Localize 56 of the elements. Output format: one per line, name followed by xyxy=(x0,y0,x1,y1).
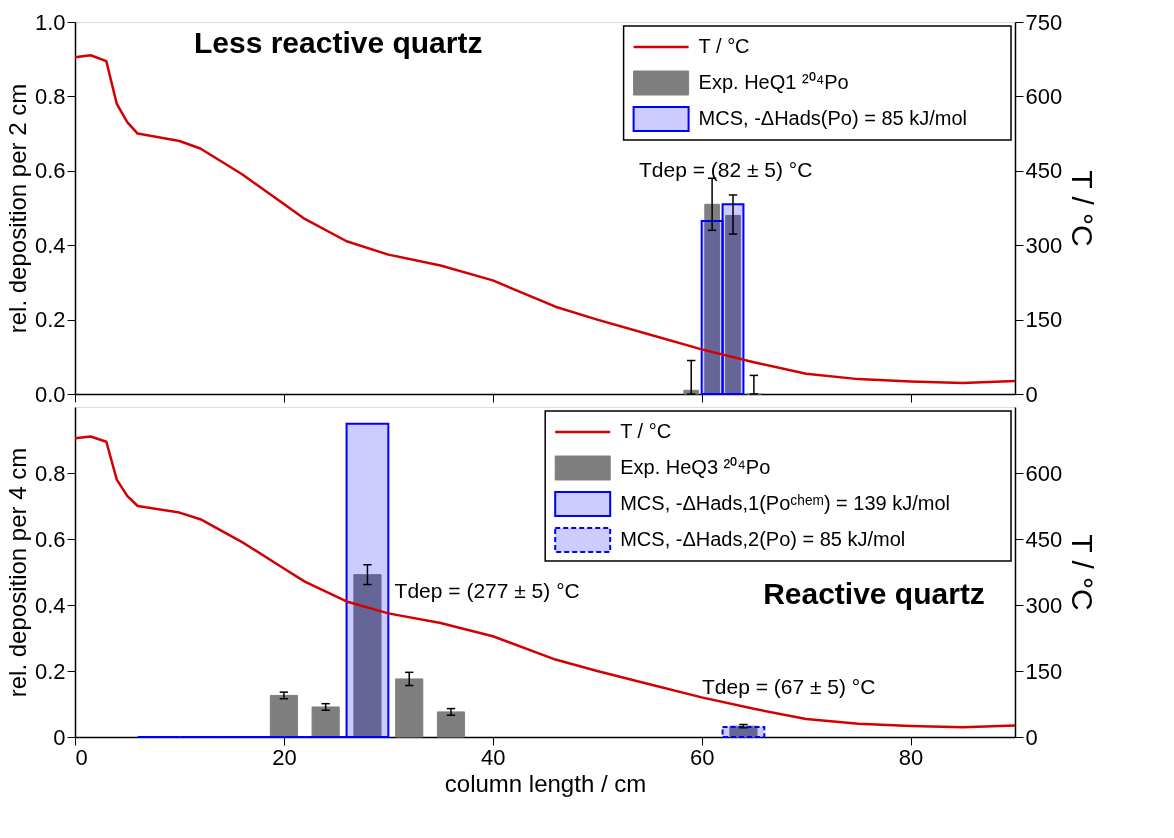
legend-label: Exp. HeQ1 ²⁰⁴Po xyxy=(698,71,849,93)
y-tick-label: 0.8 xyxy=(34,460,66,486)
bar xyxy=(721,726,766,738)
bar xyxy=(729,725,758,738)
x-tick-label: 60 xyxy=(689,744,715,770)
y2-tick-label: 600 xyxy=(1025,460,1063,486)
bar xyxy=(721,203,745,395)
x-axis-title: column length / cm xyxy=(444,769,647,797)
annotation: Less reactive quartz xyxy=(193,26,483,60)
y2-tick-label: 150 xyxy=(1025,307,1063,333)
bar xyxy=(311,706,340,738)
bar xyxy=(269,694,298,738)
bar xyxy=(345,422,390,738)
y-tick-label: 0.2 xyxy=(34,307,66,333)
x-tick-label: 20 xyxy=(272,744,297,770)
y2-tick-label: 600 xyxy=(1025,83,1063,109)
legend-label: MCS, -ΔHads,2(Po) = 85 kJ/mol xyxy=(620,528,906,550)
y-tick-label: 0.8 xyxy=(34,83,66,109)
y2-axis-title: T / °C xyxy=(1066,170,1100,247)
y-tick-label: 0.4 xyxy=(34,592,66,618)
y2-tick-label: 450 xyxy=(1025,158,1063,184)
bar xyxy=(395,678,424,738)
annotation: Tdep = (277 ± 5) °C xyxy=(394,578,580,602)
legend-label: T / °C xyxy=(698,35,750,57)
y-tick-label: 0.0 xyxy=(34,381,66,407)
y2-tick-label: 750 xyxy=(1025,9,1063,35)
y2-tick-label: 0 xyxy=(1025,381,1038,407)
y-tick-label: 1.0 xyxy=(34,9,66,35)
bar xyxy=(725,214,741,395)
bar xyxy=(353,574,382,738)
y2-tick-label: 300 xyxy=(1025,592,1063,618)
bar xyxy=(700,220,724,395)
y-tick-label: 0.6 xyxy=(34,158,66,184)
legend-label: MCS, -ΔHads,1(Poᶜʰᵉᵐ) = 139 kJ/mol xyxy=(620,492,951,514)
y2-axis-title: T / °C xyxy=(1066,534,1100,611)
x-tick-label: 40 xyxy=(481,744,506,770)
bar xyxy=(704,203,720,395)
y2-tick-label: 150 xyxy=(1025,658,1063,684)
legend-label: MCS, -ΔHads(Po) = 85 kJ/mol xyxy=(698,107,968,129)
y-tick-label: 0.4 xyxy=(34,232,66,258)
y-tick-label: 0.6 xyxy=(34,526,66,552)
annotation: Tdep = (67 ± 5) °C xyxy=(701,674,876,698)
legend-label: T / °C xyxy=(620,420,672,442)
y-axis-title: rel. deposition per 4 cm xyxy=(3,447,31,698)
annotation: Reactive quartz xyxy=(763,577,985,611)
legend-label: Exp. HeQ3 ²⁰⁴Po xyxy=(620,456,771,478)
y2-tick-label: 450 xyxy=(1025,526,1063,552)
y2-tick-label: 300 xyxy=(1025,232,1063,258)
annotation: Tdep = (82 ± 5) °C xyxy=(639,157,813,181)
bar xyxy=(436,711,466,738)
y2-tick-label: 0 xyxy=(1025,724,1038,750)
x-tick-label: 0 xyxy=(75,744,88,770)
y-axis-title: rel. deposition per 2 cm xyxy=(3,83,31,334)
y-tick-label: 0 xyxy=(53,724,66,750)
x-tick-label: 80 xyxy=(898,744,924,770)
y-tick-label: 0.2 xyxy=(34,658,66,684)
